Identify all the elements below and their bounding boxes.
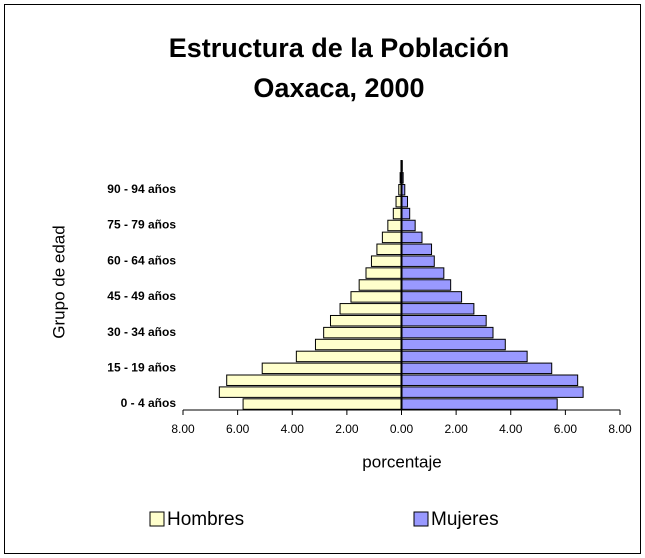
bar bbox=[387, 219, 402, 232]
x-tick-label: 4.00 bbox=[281, 422, 305, 436]
bar bbox=[401, 398, 558, 410]
bar bbox=[401, 279, 452, 291]
chart-title: Estructura de la Población bbox=[169, 33, 510, 63]
bar bbox=[401, 243, 433, 256]
x-tick-label: 2.00 bbox=[335, 422, 359, 436]
bar bbox=[401, 338, 506, 351]
legend-label: Mujeres bbox=[431, 509, 499, 530]
bar bbox=[295, 350, 402, 363]
bar bbox=[358, 279, 402, 291]
bar bbox=[350, 291, 402, 303]
bar bbox=[376, 243, 403, 256]
y-tick-label: 30 - 34 años bbox=[107, 325, 176, 339]
x-tick-label: 6.00 bbox=[554, 422, 578, 436]
bar bbox=[401, 255, 435, 267]
bar bbox=[401, 207, 411, 220]
x-tick-label: 4.00 bbox=[499, 422, 523, 436]
bar bbox=[401, 291, 463, 303]
bar bbox=[370, 255, 402, 267]
bar bbox=[218, 386, 402, 398]
bar bbox=[401, 326, 494, 339]
chart-border bbox=[4, 4, 641, 554]
x-tick-label: 2.00 bbox=[444, 422, 468, 436]
bar bbox=[261, 362, 402, 375]
y-tick-label: 45 - 49 años bbox=[107, 289, 176, 303]
bar bbox=[314, 338, 403, 351]
x-tick-label: 6.00 bbox=[226, 422, 250, 436]
bar bbox=[365, 267, 402, 279]
x-tick-label: 8.00 bbox=[608, 422, 632, 436]
bar bbox=[401, 374, 579, 386]
bar bbox=[401, 362, 553, 375]
x-axis-label: porcentaje bbox=[362, 452, 441, 471]
bar bbox=[392, 207, 402, 220]
legend-swatch bbox=[413, 511, 429, 527]
chart-subtitle: Oaxaca, 2000 bbox=[253, 73, 424, 103]
y-axis-label: Grupo de edad bbox=[49, 225, 68, 338]
bar bbox=[226, 374, 402, 386]
bar bbox=[401, 386, 584, 398]
y-tick-label: 90 - 94 años bbox=[107, 182, 176, 196]
y-tick-label: 60 - 64 años bbox=[107, 253, 176, 267]
y-tick-label: 75 - 79 años bbox=[107, 218, 176, 232]
bar bbox=[381, 231, 403, 244]
bar bbox=[401, 231, 423, 244]
bar bbox=[323, 326, 402, 339]
x-tick-label: 8.00 bbox=[171, 422, 195, 436]
bar bbox=[401, 303, 475, 315]
bar bbox=[329, 314, 402, 327]
legend-swatch bbox=[149, 511, 165, 527]
y-tick-label: 0 - 4 años bbox=[121, 396, 177, 410]
bar bbox=[242, 398, 402, 410]
bar bbox=[401, 350, 528, 363]
bar bbox=[401, 219, 416, 232]
y-tick-label: 15 - 19 años bbox=[107, 361, 176, 375]
x-tick-label: 0.00 bbox=[390, 422, 414, 436]
bar bbox=[401, 314, 487, 327]
bar bbox=[401, 267, 445, 279]
legend-label: Hombres bbox=[167, 509, 244, 530]
bar bbox=[339, 303, 402, 315]
